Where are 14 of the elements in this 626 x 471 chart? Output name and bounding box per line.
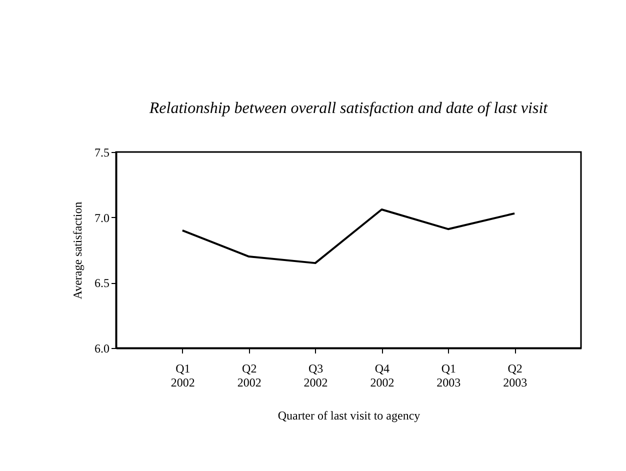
y-tick-label: 7.5 (94, 146, 110, 160)
x-tick-label: Q2 2003 (503, 362, 528, 390)
x-tick-label: Q1 2003 (436, 362, 461, 390)
x-axis-title: Quarter of last visit to agency (278, 408, 420, 422)
y-tick-label: 7.0 (94, 210, 110, 225)
x-tick-label: Q3 2002 (304, 362, 328, 390)
x-tick-label: Q2 2002 (237, 362, 262, 390)
x-tick-label: Q4 2002 (370, 362, 394, 390)
y-tick-label: 6.5 (94, 276, 110, 290)
y-tick-label: 6.0 (94, 342, 110, 356)
x-tick-label: Q1 2002 (170, 362, 195, 390)
y-axis-title: Average satisfaction (70, 202, 84, 300)
chart-title: Relationship between overall satisfaction and date of last visit (148, 100, 548, 117)
line-series (181, 208, 516, 264)
